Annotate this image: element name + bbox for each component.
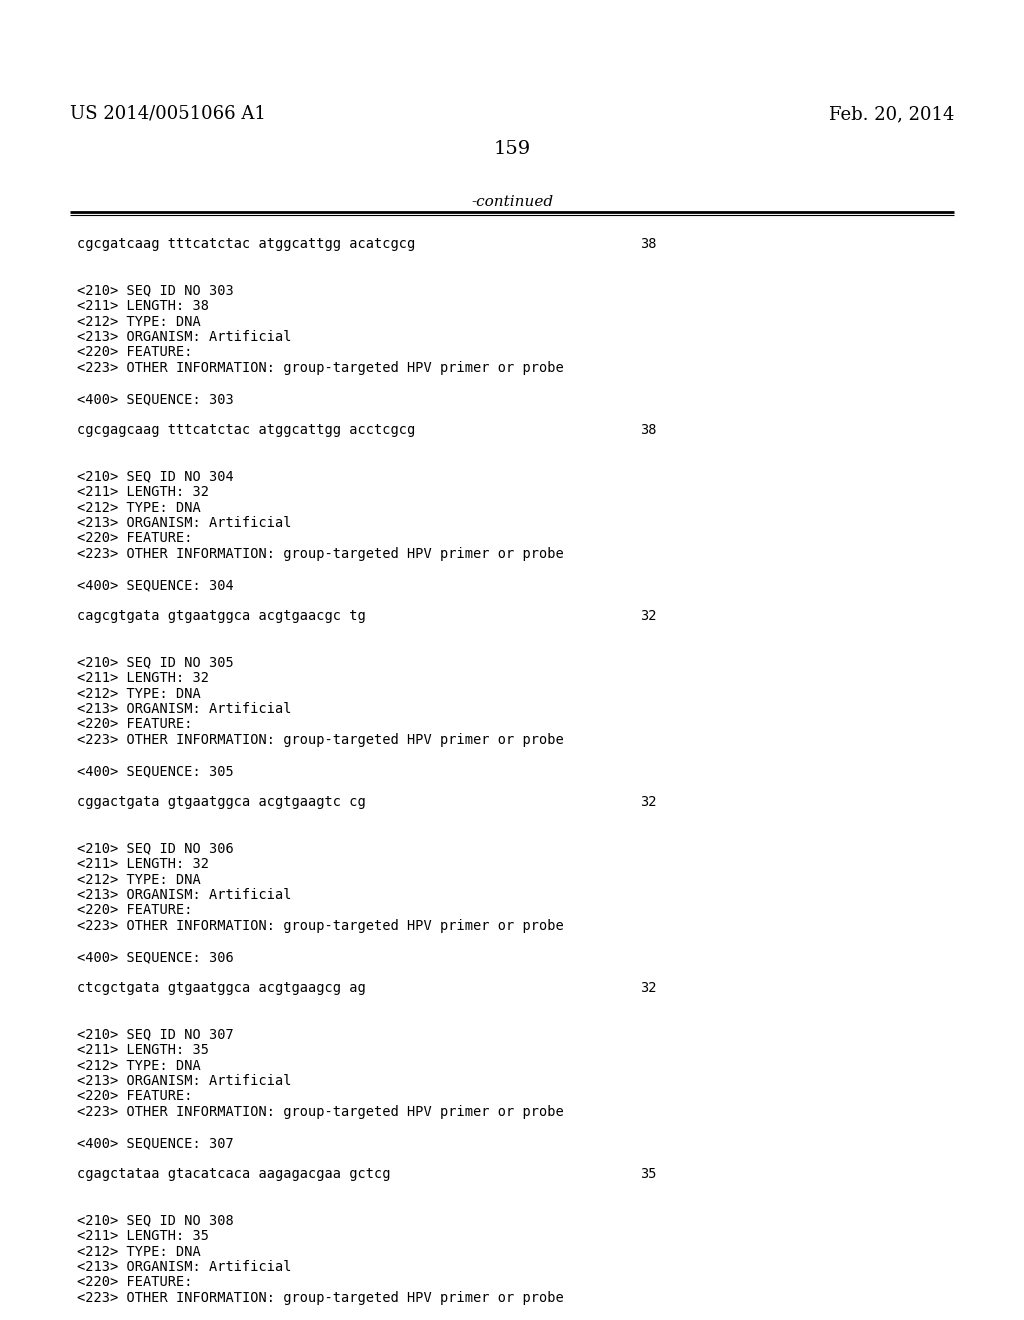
Text: 35: 35 bbox=[640, 1167, 656, 1181]
Text: cgagctataa gtacatcaca aagagacgaa gctcg: cgagctataa gtacatcaca aagagacgaa gctcg bbox=[77, 1167, 390, 1181]
Text: <212> TYPE: DNA: <212> TYPE: DNA bbox=[77, 314, 201, 329]
Text: <220> FEATURE:: <220> FEATURE: bbox=[77, 1275, 193, 1290]
Text: <220> FEATURE:: <220> FEATURE: bbox=[77, 532, 193, 545]
Text: cagcgtgata gtgaatggca acgtgaacgc tg: cagcgtgata gtgaatggca acgtgaacgc tg bbox=[77, 609, 366, 623]
Text: <223> OTHER INFORMATION: group-targeted HPV primer or probe: <223> OTHER INFORMATION: group-targeted … bbox=[77, 733, 563, 747]
Text: cgcgagcaag tttcatctac atggcattgg acctcgcg: cgcgagcaag tttcatctac atggcattgg acctcgc… bbox=[77, 422, 415, 437]
Text: cgcgatcaag tttcatctac atggcattgg acatcgcg: cgcgatcaag tttcatctac atggcattgg acatcgc… bbox=[77, 238, 415, 251]
Text: <211> LENGTH: 32: <211> LENGTH: 32 bbox=[77, 484, 209, 499]
Text: 32: 32 bbox=[640, 795, 656, 809]
Text: <212> TYPE: DNA: <212> TYPE: DNA bbox=[77, 1059, 201, 1072]
Text: <220> FEATURE:: <220> FEATURE: bbox=[77, 903, 193, 917]
Text: <223> OTHER INFORMATION: group-targeted HPV primer or probe: <223> OTHER INFORMATION: group-targeted … bbox=[77, 360, 563, 375]
Text: 38: 38 bbox=[640, 422, 656, 437]
Text: ctcgctgata gtgaatggca acgtgaagcg ag: ctcgctgata gtgaatggca acgtgaagcg ag bbox=[77, 981, 366, 995]
Text: 32: 32 bbox=[640, 609, 656, 623]
Text: <212> TYPE: DNA: <212> TYPE: DNA bbox=[77, 1245, 201, 1258]
Text: <400> SEQUENCE: 306: <400> SEQUENCE: 306 bbox=[77, 950, 233, 964]
Text: 159: 159 bbox=[494, 140, 530, 158]
Text: <211> LENGTH: 35: <211> LENGTH: 35 bbox=[77, 1229, 209, 1243]
Text: <211> LENGTH: 32: <211> LENGTH: 32 bbox=[77, 857, 209, 871]
Text: <213> ORGANISM: Artificial: <213> ORGANISM: Artificial bbox=[77, 330, 291, 345]
Text: <210> SEQ ID NO 308: <210> SEQ ID NO 308 bbox=[77, 1213, 233, 1228]
Text: 32: 32 bbox=[640, 981, 656, 995]
Text: <400> SEQUENCE: 304: <400> SEQUENCE: 304 bbox=[77, 578, 233, 591]
Text: cggactgata gtgaatggca acgtgaagtc cg: cggactgata gtgaatggca acgtgaagtc cg bbox=[77, 795, 366, 809]
Text: <400> SEQUENCE: 305: <400> SEQUENCE: 305 bbox=[77, 764, 233, 777]
Text: <223> OTHER INFORMATION: group-targeted HPV primer or probe: <223> OTHER INFORMATION: group-targeted … bbox=[77, 546, 563, 561]
Text: <400> SEQUENCE: 303: <400> SEQUENCE: 303 bbox=[77, 392, 233, 407]
Text: 38: 38 bbox=[640, 238, 656, 251]
Text: <212> TYPE: DNA: <212> TYPE: DNA bbox=[77, 500, 201, 515]
Text: <220> FEATURE:: <220> FEATURE: bbox=[77, 346, 193, 359]
Text: <213> ORGANISM: Artificial: <213> ORGANISM: Artificial bbox=[77, 888, 291, 902]
Text: -continued: -continued bbox=[471, 195, 553, 209]
Text: Feb. 20, 2014: Feb. 20, 2014 bbox=[828, 106, 954, 123]
Text: <211> LENGTH: 38: <211> LENGTH: 38 bbox=[77, 300, 209, 313]
Text: <213> ORGANISM: Artificial: <213> ORGANISM: Artificial bbox=[77, 1074, 291, 1088]
Text: <211> LENGTH: 32: <211> LENGTH: 32 bbox=[77, 671, 209, 685]
Text: <213> ORGANISM: Artificial: <213> ORGANISM: Artificial bbox=[77, 702, 291, 715]
Text: <223> OTHER INFORMATION: group-targeted HPV primer or probe: <223> OTHER INFORMATION: group-targeted … bbox=[77, 1291, 563, 1305]
Text: <210> SEQ ID NO 307: <210> SEQ ID NO 307 bbox=[77, 1027, 233, 1041]
Text: <400> SEQUENCE: 307: <400> SEQUENCE: 307 bbox=[77, 1137, 233, 1150]
Text: <213> ORGANISM: Artificial: <213> ORGANISM: Artificial bbox=[77, 1261, 291, 1274]
Text: <220> FEATURE:: <220> FEATURE: bbox=[77, 718, 193, 731]
Text: <220> FEATURE:: <220> FEATURE: bbox=[77, 1089, 193, 1104]
Text: <210> SEQ ID NO 305: <210> SEQ ID NO 305 bbox=[77, 656, 233, 669]
Text: <213> ORGANISM: Artificial: <213> ORGANISM: Artificial bbox=[77, 516, 291, 531]
Text: <210> SEQ ID NO 306: <210> SEQ ID NO 306 bbox=[77, 842, 233, 855]
Text: <210> SEQ ID NO 303: <210> SEQ ID NO 303 bbox=[77, 284, 233, 297]
Text: <212> TYPE: DNA: <212> TYPE: DNA bbox=[77, 686, 201, 701]
Text: <212> TYPE: DNA: <212> TYPE: DNA bbox=[77, 873, 201, 887]
Text: <211> LENGTH: 35: <211> LENGTH: 35 bbox=[77, 1043, 209, 1057]
Text: <223> OTHER INFORMATION: group-targeted HPV primer or probe: <223> OTHER INFORMATION: group-targeted … bbox=[77, 1105, 563, 1119]
Text: <223> OTHER INFORMATION: group-targeted HPV primer or probe: <223> OTHER INFORMATION: group-targeted … bbox=[77, 919, 563, 933]
Text: <210> SEQ ID NO 304: <210> SEQ ID NO 304 bbox=[77, 470, 233, 483]
Text: US 2014/0051066 A1: US 2014/0051066 A1 bbox=[70, 106, 266, 123]
